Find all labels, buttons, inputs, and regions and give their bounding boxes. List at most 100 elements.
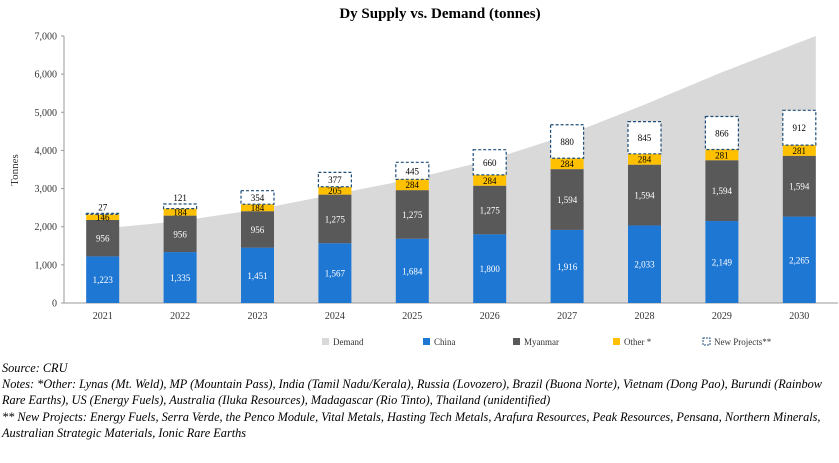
data-label: 184 xyxy=(251,203,265,213)
bar-china xyxy=(782,216,816,303)
y-tick-label: 5,000 xyxy=(35,108,58,119)
bar-myanmar xyxy=(86,219,120,257)
data-label: 956 xyxy=(173,229,187,239)
bar-china xyxy=(86,256,120,303)
bar-other xyxy=(318,186,352,195)
y-tick-label: 0 xyxy=(52,299,57,310)
data-label: 2,149 xyxy=(712,258,733,268)
bar-new-projects xyxy=(627,120,662,155)
chart-title: Dy Supply vs. Demand (tonnes) xyxy=(339,6,540,22)
y-tick-label: 6,000 xyxy=(35,70,58,81)
y-tick-label: 4,000 xyxy=(35,146,58,157)
data-label: 281 xyxy=(715,150,729,160)
bar-other xyxy=(550,158,584,170)
data-label: 284 xyxy=(483,176,497,186)
data-label: 2,265 xyxy=(789,255,810,265)
bar-new-projects xyxy=(317,171,352,188)
bar-myanmar xyxy=(628,164,661,226)
bar-myanmar xyxy=(705,160,739,222)
bar-other xyxy=(86,214,120,220)
legend-swatch xyxy=(702,337,711,346)
y-tick-label: 3,000 xyxy=(35,184,58,195)
data-label: 912 xyxy=(793,123,807,133)
x-tick-label: 2025 xyxy=(402,311,422,322)
new-projects-note: ** New Projects: Energy Fuels, Serra Ver… xyxy=(2,409,821,440)
bar-myanmar xyxy=(782,155,816,217)
data-label: 1,916 xyxy=(557,262,578,272)
legend: Demand China Myanmar Other * New Projects** xyxy=(322,337,772,347)
bar-china xyxy=(628,225,661,303)
x-tick-label: 2021 xyxy=(93,311,113,322)
data-label: 184 xyxy=(173,208,187,218)
bar-china xyxy=(318,243,352,303)
data-label: 1,335 xyxy=(170,273,191,283)
x-tick-label: 2024 xyxy=(325,311,345,322)
data-label: 377 xyxy=(328,175,342,185)
data-label: 354 xyxy=(251,193,265,203)
x-tick-label: 2026 xyxy=(480,311,500,322)
x-tick-label: 2022 xyxy=(170,311,190,322)
y-tick-label: 7,000 xyxy=(35,32,58,43)
legend-swatch xyxy=(322,338,329,345)
chart-notes: Source: CRU Notes: *Other: Lynas (Mt. We… xyxy=(2,360,836,441)
data-label: 660 xyxy=(483,158,497,168)
bar-other xyxy=(705,149,739,161)
legend-label: Myanmar xyxy=(524,337,559,347)
bar-myanmar xyxy=(473,185,507,235)
data-label: 956 xyxy=(251,225,265,235)
bar-myanmar xyxy=(550,169,584,230)
data-label: 1,594 xyxy=(634,191,655,201)
bar-other xyxy=(473,174,507,186)
legend-label: New Projects** xyxy=(714,337,772,347)
bar-china xyxy=(163,252,197,303)
bar-new-projects xyxy=(85,212,120,215)
data-label: 1,594 xyxy=(789,182,810,192)
bar-new-projects xyxy=(163,203,198,210)
bar-myanmar xyxy=(163,215,197,253)
dy-supply-demand-chart: Dy Supply vs. Demand (tonnes) Tonnes 0 1,… xyxy=(9,6,838,347)
data-label: 880 xyxy=(560,137,574,147)
data-label: 866 xyxy=(715,128,729,138)
bar-new-projects xyxy=(472,149,507,176)
legend-swatch xyxy=(513,338,520,345)
bar-myanmar xyxy=(241,211,274,248)
bar-new-projects xyxy=(395,161,430,180)
data-label: 284 xyxy=(406,180,420,190)
x-tick-label: 2029 xyxy=(712,311,732,322)
x-tick-label: 2028 xyxy=(635,311,655,322)
data-label: 281 xyxy=(793,146,807,156)
source-note: Source: CRU xyxy=(2,361,68,375)
legend-label: Other * xyxy=(624,337,652,347)
bar-china xyxy=(705,221,739,303)
data-label: 1,275 xyxy=(325,214,346,224)
x-tick-label: 2023 xyxy=(248,311,268,322)
data-label: 845 xyxy=(638,133,652,143)
bar-new-projects xyxy=(240,190,275,205)
bar-new-projects xyxy=(704,115,740,151)
data-label: 284 xyxy=(638,155,652,165)
other-note: Notes: *Other: Lynas (Mt. Weld), MP (Mou… xyxy=(2,377,822,408)
legend-swatch xyxy=(423,338,430,345)
data-label: 146 xyxy=(96,213,110,223)
bar-new-projects xyxy=(782,109,817,146)
y-tick-label: 2,000 xyxy=(35,222,58,233)
legend-label: Demand xyxy=(333,337,364,347)
data-label: 1,594 xyxy=(557,195,578,205)
bar-other xyxy=(395,179,429,191)
data-label: 27 xyxy=(98,202,108,212)
bar-myanmar xyxy=(395,190,429,239)
data-label: 121 xyxy=(173,193,187,203)
bar-other xyxy=(241,204,274,212)
data-label: 445 xyxy=(406,166,420,176)
data-label: 956 xyxy=(96,234,110,244)
data-label: 2,033 xyxy=(634,260,655,270)
bar-china xyxy=(550,229,584,303)
bar-other xyxy=(163,208,197,216)
bar-myanmar xyxy=(318,194,352,244)
bar-china xyxy=(395,238,429,303)
data-label: 284 xyxy=(560,159,574,169)
data-label: 205 xyxy=(328,186,342,196)
data-label: 1,594 xyxy=(712,186,733,196)
bar-other xyxy=(628,153,661,165)
data-label: 1,567 xyxy=(325,269,346,279)
